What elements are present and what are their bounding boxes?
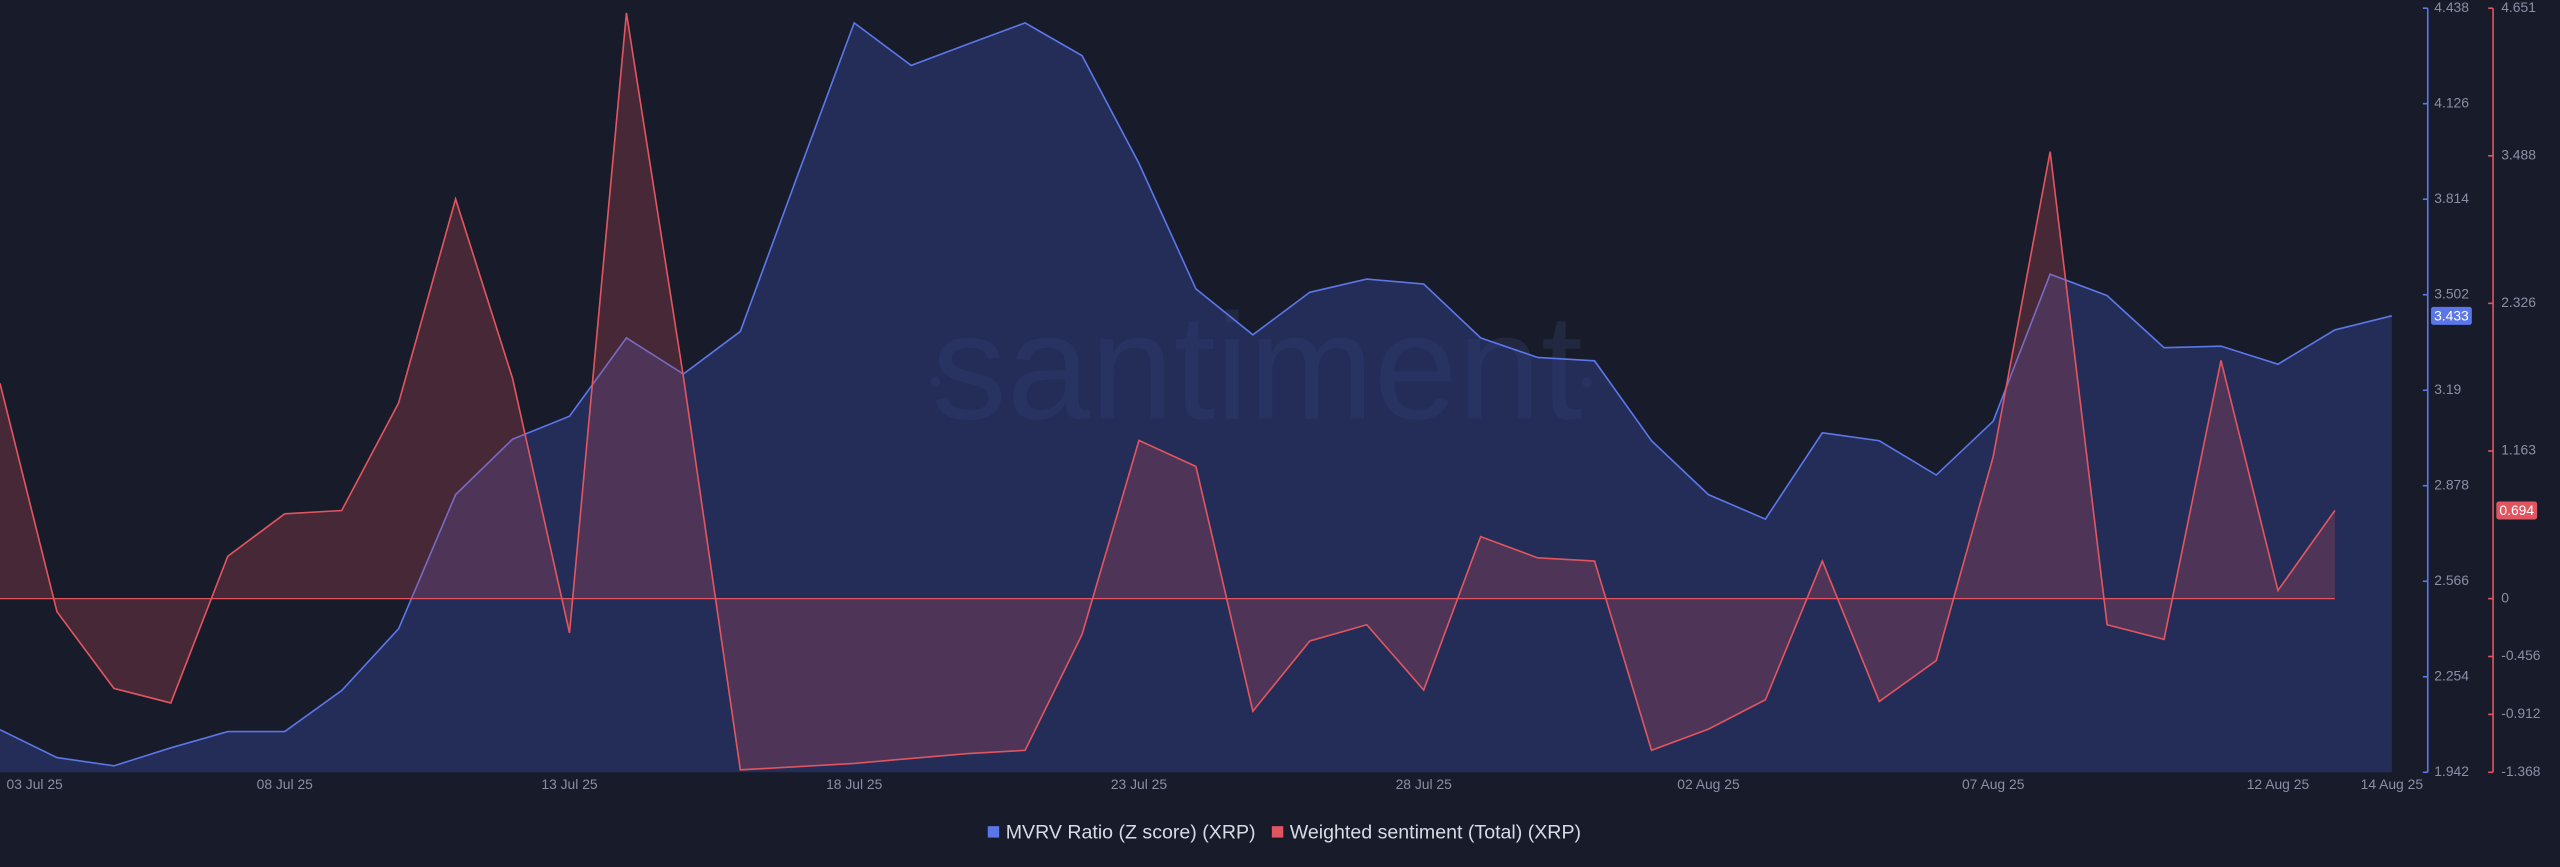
y2-tick-label: 2.326 [2501,294,2536,310]
y-tick-label: 4.438 [2434,0,2469,15]
y-tick-label: 3.502 [2434,285,2469,301]
y2-tick-label: -0.912 [2501,705,2541,721]
x-tick-label: 08 Jul 25 [257,776,314,792]
x-tick-label: 07 Aug 25 [1962,776,2025,792]
y2-tick-label: -0.456 [2501,647,2541,663]
line [0,12,2336,771]
y-tick-label: 2.878 [2434,476,2469,492]
x-tick-label: 12 Aug 25 [2247,776,2310,792]
y2-tick-label: 1.163 [2501,442,2536,458]
value-badge [2496,501,2538,520]
x-tick-label: 23 Jul 25 [1111,776,1168,792]
y2-tick-label: -1.368 [2501,763,2541,779]
legend-label: MVRV Ratio (Z score) (XRP) [1006,822,1256,844]
value-badge [2431,306,2472,325]
x-tick-label: 28 Jul 25 [1396,776,1453,792]
x-tick-label: 13 Jul 25 [541,776,598,792]
value-badge-label: 0.694 [2499,502,2534,518]
area [0,13,2335,770]
y-tick-label: 1.942 [2434,763,2469,779]
x-tick-label: 02 Aug 25 [1677,776,1740,792]
y-tick-label: 3.814 [2434,190,2469,206]
y2-tick-label: 3.488 [2501,146,2536,162]
x-tick-label: 18 Jul 25 [826,776,883,792]
value-badge-label: 3.433 [2434,307,2469,323]
x-tick-label: 03 Jul 25 [7,776,64,792]
area [0,22,2392,773]
y-tick-label: 3.19 [2434,381,2461,397]
x-tick-label: 14 Aug 25 [2361,776,2424,792]
legend-label: Weighted sentiment (Total) (XRP) [1290,822,1581,844]
y-tick-label: 2.254 [2434,667,2469,683]
legend-swatch [987,826,1000,838]
y-tick-label: 4.126 [2434,94,2469,110]
y-tick-label: 2.566 [2434,572,2469,588]
legend-swatch [1271,826,1284,838]
y2-tick-label: 0 [2501,589,2509,605]
y2-tick-label: 4.651 [2501,0,2536,15]
line [0,21,2393,767]
